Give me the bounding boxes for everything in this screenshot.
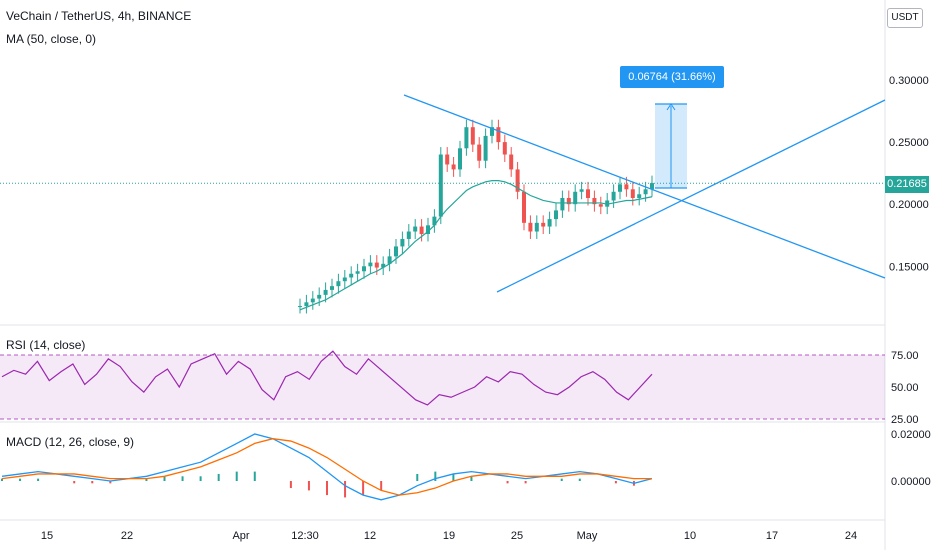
x-tick-label: 10 (684, 530, 696, 542)
signal-line (1, 438, 652, 496)
candle (522, 191, 526, 223)
candle (566, 197, 571, 205)
candle (426, 225, 430, 235)
x-tick-label: May (577, 530, 598, 542)
candle (368, 262, 373, 267)
candle (637, 194, 642, 198)
x-tick-label: 12:30 (291, 530, 319, 542)
candle (579, 189, 584, 192)
candle (464, 127, 469, 149)
price-tick-label: 0.25000 (889, 137, 929, 149)
candle (477, 144, 482, 161)
candle (573, 191, 578, 205)
candle (502, 142, 507, 155)
candle (381, 263, 386, 268)
candle (547, 219, 552, 227)
macd-tick-label: 0.00000 (891, 476, 931, 488)
x-tick-label: 24 (845, 530, 857, 542)
candle (304, 302, 309, 307)
x-tick-label: 17 (766, 530, 778, 542)
candle (650, 183, 654, 190)
candle (413, 226, 418, 232)
candle (554, 210, 558, 220)
measure-label: 0.06764 (31.66%) 6764 (620, 66, 724, 105)
rsi-tick-label: 25.00 (891, 414, 919, 426)
x-tick-label: 19 (443, 530, 455, 542)
candle (458, 148, 462, 170)
candle (643, 189, 648, 195)
candle (592, 197, 597, 205)
candle (342, 277, 347, 282)
x-tick-label: Apr (232, 530, 249, 542)
ma-line (299, 180, 653, 311)
candle (515, 169, 520, 192)
candle (618, 184, 622, 192)
candle (624, 184, 629, 190)
rsi-indicator-label[interactable]: RSI (14, close) (6, 338, 86, 352)
candle (419, 226, 424, 235)
candle (362, 266, 366, 272)
candle (336, 281, 341, 287)
candle (451, 164, 456, 170)
candle (605, 200, 610, 207)
x-tick-label: 15 (41, 530, 53, 542)
candle (598, 204, 603, 207)
candle (528, 222, 533, 232)
candle (611, 191, 616, 201)
last-price-badge: 0.21685 (885, 176, 929, 193)
price-tick-label: 0.30000 (889, 75, 929, 87)
macd-tick-label: 0.02000 (891, 429, 931, 441)
candle (560, 197, 565, 211)
rsi-tick-label: 75.00 (891, 350, 919, 362)
candle (317, 294, 322, 299)
trendline-lower (496, 99, 886, 293)
x-tick-label: 22 (121, 530, 133, 542)
candle (509, 154, 514, 170)
candle (470, 127, 475, 145)
candle (586, 189, 590, 198)
candle (387, 256, 392, 264)
candle (483, 135, 488, 161)
chart-title: VeChain / TetherUS, 4h, BINANCE (6, 9, 192, 23)
candle (438, 154, 443, 217)
candle (432, 216, 437, 226)
x-tick-label: 12 (364, 530, 376, 542)
candle (355, 271, 360, 274)
candle (496, 127, 501, 143)
candle (349, 273, 354, 278)
price-tick-label: 0.20000 (889, 199, 929, 211)
candle (400, 238, 405, 247)
price-tick-label: 0.15000 (889, 261, 929, 273)
candle (630, 189, 635, 198)
macd-indicator-label[interactable]: MACD (12, 26, close, 9) (6, 435, 135, 449)
ma-indicator-label[interactable]: MA (50, close, 0) (6, 32, 97, 46)
candle (490, 127, 494, 136)
measure-arrowhead (666, 103, 676, 111)
candle (323, 289, 328, 295)
trendline-upper (403, 94, 886, 279)
candle (298, 306, 302, 308)
candle (534, 222, 539, 232)
candle (374, 262, 379, 268)
candle (541, 222, 546, 227)
x-tick-label: 25 (511, 530, 523, 542)
settings-corner[interactable] (888, 527, 932, 549)
rsi-band (0, 355, 885, 419)
rsi-line (1, 350, 653, 406)
currency-button[interactable]: USDT (887, 8, 923, 28)
candle (394, 246, 398, 257)
candle (330, 286, 334, 290)
candle (310, 298, 315, 303)
candle (406, 231, 411, 239)
candle (445, 154, 450, 165)
rsi-tick-label: 50.00 (891, 382, 919, 394)
